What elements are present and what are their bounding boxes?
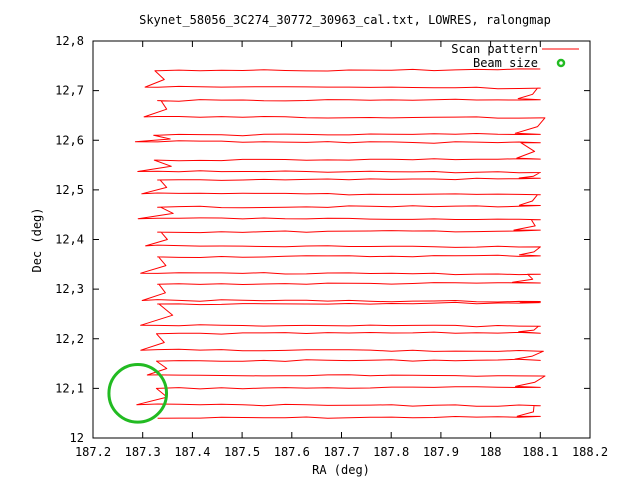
x-axis-ticks: 187.2 187.3 187.4 187.5 187.6 187.7 187.8 187.9…	[75, 41, 608, 459]
x-tick-label: 187.5	[224, 445, 260, 459]
chart-title: Skynet_58056_3C274_30772_30963_cal.txt, …	[139, 13, 551, 27]
legend-label-beam-size: Beam size	[473, 56, 538, 70]
x-axis-label: RA (deg)	[312, 463, 370, 477]
beam-size-circle	[107, 363, 169, 424]
legend-swatch-beam-size	[556, 58, 566, 68]
y-tick-label: 12,4	[55, 233, 84, 247]
y-tick-label: 12	[70, 431, 84, 445]
x-tick-label: 187.8	[373, 445, 409, 459]
x-tick-label: 187.6	[274, 445, 310, 459]
y-axis-label: Dec (deg)	[30, 207, 44, 272]
y-axis-ticks: 12 12,1 12,2 12,3 12,4 12,5 12,6 12,7 12,8	[55, 34, 590, 445]
legend-label-scan-pattern: Scan pattern	[451, 42, 538, 56]
x-tick-label: 187.9	[423, 445, 459, 459]
x-tick-label: 188	[480, 445, 502, 459]
legend: Scan pattern Beam size	[451, 42, 579, 70]
y-tick-label: 12,1	[55, 381, 84, 395]
y-tick-label: 12,3	[55, 282, 84, 296]
x-tick-label: 187.2	[75, 445, 111, 459]
x-tick-label: 187.7	[323, 445, 359, 459]
y-tick-label: 12,6	[55, 133, 84, 147]
beam-size-series	[107, 363, 169, 424]
scan-pattern-line	[134, 68, 546, 419]
x-tick-label: 187.4	[174, 445, 210, 459]
x-tick-label: 187.3	[125, 445, 161, 459]
y-tick-label: 12,7	[55, 84, 84, 98]
scan-pattern-series	[134, 68, 546, 419]
y-tick-label: 12,8	[55, 34, 84, 48]
y-tick-label: 12,5	[55, 183, 84, 197]
y-tick-label: 12,2	[55, 332, 84, 346]
x-tick-label: 188.1	[522, 445, 558, 459]
x-tick-label: 188.2	[572, 445, 608, 459]
